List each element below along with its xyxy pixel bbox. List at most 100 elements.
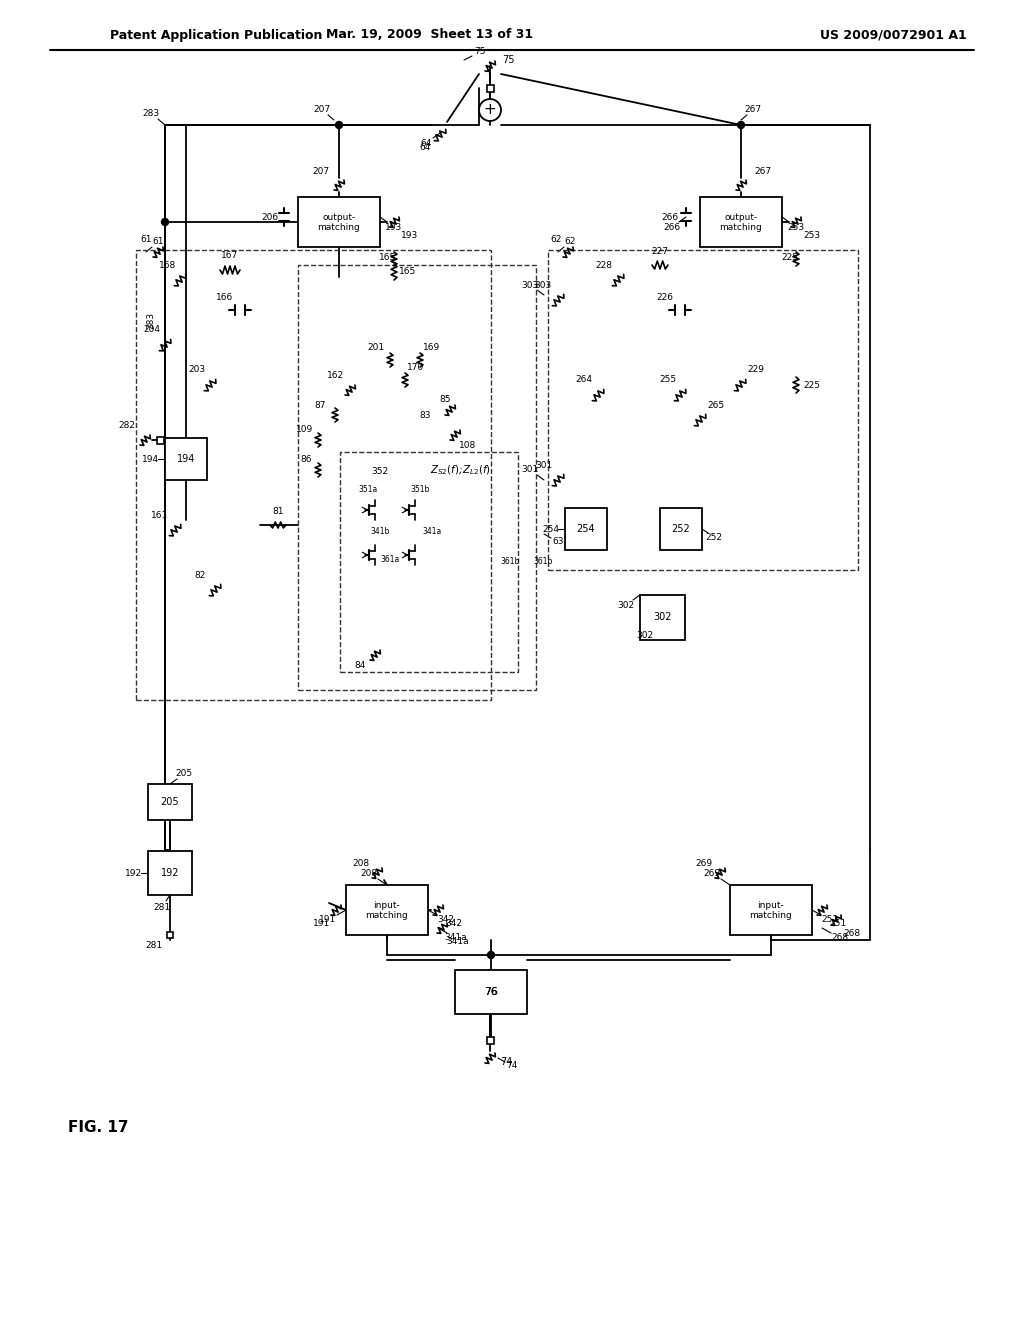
Text: 269: 269 (695, 858, 713, 867)
Text: 201: 201 (368, 343, 385, 352)
Text: 62: 62 (550, 235, 562, 244)
Text: 87: 87 (314, 400, 326, 409)
Text: 167: 167 (221, 251, 239, 260)
Bar (730, 884, 812, 935)
Text: 64: 64 (419, 143, 431, 152)
Text: 252: 252 (672, 524, 690, 535)
Bar (148, 851, 193, 895)
Text: 169: 169 (423, 343, 440, 352)
Bar (700, 197, 782, 247)
Bar (565, 508, 607, 550)
Text: input-: input- (374, 902, 400, 911)
Bar (660, 508, 702, 550)
Text: 341a: 341a (444, 933, 467, 942)
Text: 192: 192 (161, 869, 179, 878)
Text: 361a: 361a (380, 556, 399, 565)
Text: 301: 301 (521, 466, 539, 474)
Text: 82: 82 (195, 570, 206, 579)
Bar (165, 438, 207, 480)
Text: 61: 61 (140, 235, 152, 244)
Text: 192: 192 (125, 869, 142, 878)
Text: 226: 226 (656, 293, 674, 302)
Text: 207: 207 (312, 168, 330, 177)
Text: 302: 302 (636, 631, 653, 640)
Circle shape (479, 99, 501, 121)
Text: 85: 85 (439, 396, 451, 404)
Text: 74: 74 (500, 1057, 512, 1067)
Text: 84: 84 (354, 660, 366, 669)
Text: 162: 162 (328, 371, 344, 380)
Text: $Z_{S2}(f)$;$Z_{L2}(f)$: $Z_{S2}(f)$;$Z_{L2}(f)$ (429, 463, 490, 477)
Text: 352: 352 (372, 467, 388, 477)
Text: output-: output- (724, 214, 758, 223)
Text: 83: 83 (419, 411, 431, 420)
Text: 268: 268 (831, 933, 849, 942)
Circle shape (162, 219, 169, 226)
Text: 251: 251 (829, 920, 847, 928)
Text: 165: 165 (399, 268, 417, 276)
Text: 342: 342 (445, 920, 463, 928)
Text: 109: 109 (296, 425, 313, 434)
Text: 255: 255 (659, 375, 677, 384)
Bar (486, 1036, 494, 1044)
Text: 361b: 361b (501, 557, 520, 566)
Text: 191: 191 (319, 916, 337, 924)
Text: 161: 161 (152, 511, 169, 520)
Text: 208: 208 (352, 858, 370, 867)
Circle shape (737, 121, 744, 128)
Text: 267: 267 (744, 106, 762, 115)
Text: 193: 193 (385, 223, 402, 231)
Bar (167, 932, 173, 939)
Text: 166: 166 (216, 293, 233, 302)
Text: US 2009/0072901 A1: US 2009/0072901 A1 (820, 29, 967, 41)
Text: 165: 165 (379, 252, 396, 261)
Circle shape (336, 121, 342, 128)
Text: 361b: 361b (534, 557, 553, 566)
Text: 207: 207 (313, 106, 331, 115)
Text: 266: 266 (664, 223, 681, 231)
Text: matching: matching (366, 912, 409, 920)
Bar (340, 451, 518, 672)
Text: 251: 251 (821, 916, 839, 924)
Bar (548, 249, 858, 570)
Text: +: + (483, 103, 497, 117)
Bar (640, 595, 685, 640)
Text: 341a: 341a (446, 937, 469, 946)
Text: 61: 61 (153, 238, 164, 247)
Text: 303: 303 (535, 281, 552, 289)
Text: FIG. 17: FIG. 17 (68, 1121, 128, 1135)
Text: 194: 194 (177, 454, 196, 465)
Text: 265: 265 (708, 400, 725, 409)
Text: 227: 227 (651, 248, 669, 256)
Text: 205: 205 (175, 770, 193, 779)
Text: 252: 252 (706, 532, 723, 541)
Text: 229: 229 (748, 366, 765, 375)
Text: 268: 268 (844, 929, 860, 939)
Text: 168: 168 (160, 260, 176, 269)
Text: Mar. 19, 2009  Sheet 13 of 31: Mar. 19, 2009 Sheet 13 of 31 (327, 29, 534, 41)
Text: 225: 225 (781, 252, 799, 261)
Text: 283: 283 (142, 108, 160, 117)
Text: output-: output- (323, 214, 355, 223)
Text: 75: 75 (502, 55, 514, 65)
Text: 351b: 351b (411, 486, 430, 495)
Text: 205: 205 (161, 797, 179, 807)
Text: 170: 170 (408, 363, 425, 372)
Text: 193: 193 (401, 231, 419, 240)
Text: 283: 283 (146, 312, 156, 329)
Text: Patent Application Publication: Patent Application Publication (110, 29, 323, 41)
Text: 206: 206 (261, 213, 279, 222)
Text: 302: 302 (653, 612, 672, 623)
Text: 267: 267 (755, 168, 771, 177)
Text: 281: 281 (154, 903, 171, 912)
Bar (157, 437, 164, 444)
Text: 108: 108 (460, 441, 476, 450)
Text: 64: 64 (420, 139, 432, 148)
Text: 228: 228 (596, 260, 612, 269)
Text: 351a: 351a (358, 486, 378, 495)
Text: 303: 303 (521, 281, 539, 289)
Bar (148, 784, 193, 820)
Circle shape (487, 952, 495, 958)
Bar (136, 249, 490, 700)
Text: 342: 342 (437, 916, 455, 924)
